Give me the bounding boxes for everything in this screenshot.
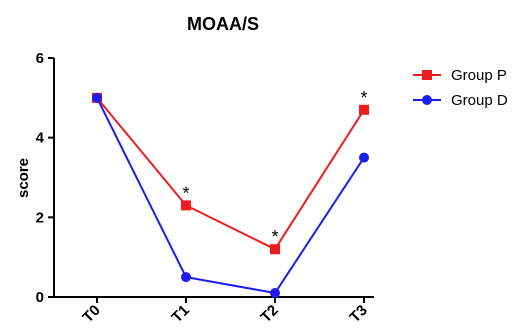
data-point (359, 104, 369, 115)
data-point (181, 200, 191, 211)
legend-label: Group D (451, 92, 508, 109)
y-tick-label: 2 (36, 209, 44, 226)
legend: Group P Group D (413, 67, 508, 109)
series-layer (92, 92, 369, 299)
data-point (181, 272, 191, 283)
annotation-layer: * * * (182, 88, 367, 247)
x-tick-label: T2 (257, 302, 281, 326)
series-line (96, 97, 365, 295)
legend-marker (422, 95, 432, 105)
legend-label: Group P (451, 67, 507, 84)
x-tick-label: T0 (79, 302, 103, 326)
significance-marker: * (182, 183, 189, 203)
legend-marker (422, 70, 432, 80)
significance-marker: * (271, 227, 278, 247)
y-axis-label: score (15, 158, 32, 198)
data-point (270, 244, 280, 255)
x-tick-label: T3 (346, 302, 370, 326)
legend-item: Group D (413, 92, 508, 109)
data-point (359, 152, 369, 163)
y-tick-label: 0 (36, 289, 44, 306)
series-group-d (92, 92, 369, 299)
legend-item: Group P (413, 67, 507, 84)
x-tick-label: T1 (168, 302, 192, 326)
data-point (92, 92, 102, 103)
y-tick-label: 6 (36, 50, 44, 67)
y-tick-label: 4 (36, 130, 45, 147)
significance-marker: * (360, 88, 367, 108)
chart-title: MOAA/S (187, 14, 259, 34)
data-point (270, 288, 280, 299)
axes: 0 2 4 6 T0 T1 T2 T3 (36, 50, 374, 326)
series-line (96, 97, 365, 251)
